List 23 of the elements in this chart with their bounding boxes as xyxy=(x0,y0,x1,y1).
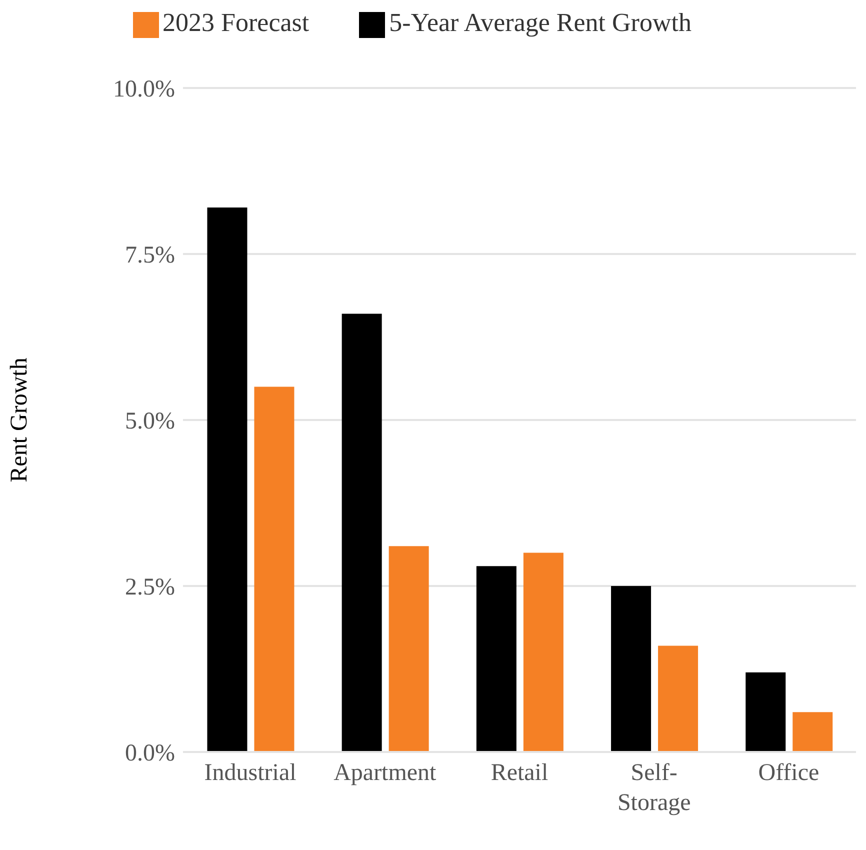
bar xyxy=(523,552,564,752)
y-tick-label: 0.0% xyxy=(125,740,175,767)
x-tick-label: Apartment xyxy=(334,760,437,786)
bar xyxy=(207,208,248,752)
bar xyxy=(792,712,833,752)
y-tick-label: 5.0% xyxy=(125,408,175,435)
legend-label: 2023 Forecast xyxy=(162,8,310,37)
bar xyxy=(342,314,382,752)
y-tick-label: 2.5% xyxy=(125,574,175,601)
bar xyxy=(658,646,698,752)
bar xyxy=(611,586,652,752)
y-tick-label: 10.0% xyxy=(113,76,175,103)
x-tick-label: Self-Storage xyxy=(617,760,691,816)
bar xyxy=(388,546,429,752)
y-tick-label: 7.5% xyxy=(125,242,175,269)
bar xyxy=(476,566,516,752)
x-tick-label: Retail xyxy=(490,760,548,786)
legend-label: 5-Year Average Rent Growth xyxy=(389,8,692,37)
bar xyxy=(254,386,294,752)
x-tick-label: Industrial xyxy=(204,760,297,786)
bar xyxy=(746,672,786,752)
x-tick-label: Office xyxy=(758,760,820,786)
y-axis-title: Rent Growth xyxy=(6,358,33,482)
